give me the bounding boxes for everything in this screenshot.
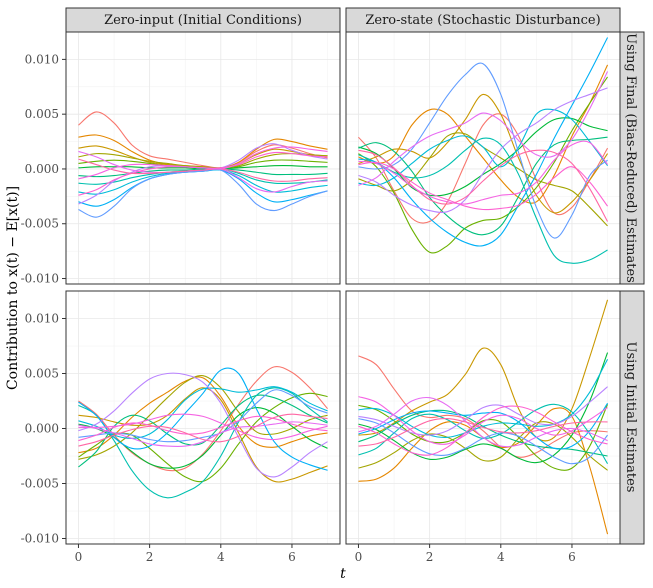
x-tick-label: 4 bbox=[497, 550, 505, 564]
panel-background bbox=[66, 291, 340, 544]
series-line-s16 bbox=[78, 413, 328, 441]
y-axis-ticks-bottom: -0.010 -0.005 0.000 0.005 0.010 bbox=[21, 312, 66, 546]
series-line-s7 bbox=[78, 394, 328, 468]
panel-final-zero-input bbox=[65, 31, 341, 285]
y-tick-label: -0.005 bbox=[21, 217, 59, 231]
series-line-s16 bbox=[78, 146, 328, 180]
strip-row-0-bg bbox=[619, 31, 645, 285]
series-line-s14 bbox=[358, 405, 608, 456]
series-line-s5 bbox=[358, 76, 609, 254]
series-line-s15 bbox=[358, 149, 609, 222]
x-tick-label: 2 bbox=[426, 550, 434, 564]
series-line-s4 bbox=[78, 152, 328, 169]
series-line-s11 bbox=[78, 168, 328, 218]
panel-border bbox=[65, 31, 341, 285]
y-axis-ticks-top: -0.010 -0.005 0.000 0.005 0.010 bbox=[21, 52, 66, 286]
series-line-s11 bbox=[358, 62, 608, 239]
x-tick-label: 0 bbox=[75, 550, 83, 564]
series-line-s9 bbox=[78, 386, 328, 439]
x-tick-label: 6 bbox=[288, 550, 296, 564]
panel-background bbox=[66, 32, 340, 284]
series-line-s15 bbox=[78, 413, 328, 447]
series-line-s10 bbox=[358, 402, 609, 450]
series-line-s3 bbox=[78, 387, 328, 483]
series-line-s16 bbox=[358, 140, 608, 205]
y-axis-title: Contribution to x(t) − E[x(t)] bbox=[5, 186, 21, 390]
series-line-s5 bbox=[358, 404, 609, 471]
x-tick-label: 4 bbox=[217, 550, 225, 564]
series-line-s12 bbox=[78, 372, 328, 478]
panel-border bbox=[65, 290, 341, 545]
y-tick-label: 0.000 bbox=[25, 162, 59, 176]
series-line-s7 bbox=[78, 168, 328, 178]
series-line-s6 bbox=[358, 352, 609, 464]
series-line-s11 bbox=[358, 418, 608, 465]
panel-border bbox=[345, 31, 621, 285]
series-line-s10 bbox=[78, 367, 328, 471]
series-line-s3 bbox=[358, 93, 609, 214]
series-line-s8 bbox=[78, 387, 328, 499]
x-tick-label: 2 bbox=[146, 550, 154, 564]
strip-col-0-bg bbox=[65, 7, 341, 33]
strip-row-0-label: Using Final (Bias-Reduced) Estimates bbox=[623, 33, 638, 283]
panel-initial-zero-state bbox=[345, 290, 621, 545]
y-tick-label: 0.010 bbox=[25, 52, 59, 66]
series-line-s2 bbox=[358, 64, 609, 204]
strip-col-1-bg bbox=[345, 7, 621, 33]
series-line-s15 bbox=[358, 418, 608, 447]
strip-col-1-label: Zero-state (Stochastic Disturbance) bbox=[365, 13, 600, 28]
x-tick-label: 0 bbox=[355, 550, 363, 564]
panel-initial-zero-input bbox=[65, 290, 341, 545]
strip-col-0-label: Zero-input (Initial Conditions) bbox=[104, 13, 302, 28]
y-tick-label: -0.005 bbox=[21, 477, 59, 491]
series-line-s10 bbox=[358, 37, 609, 247]
strip-row-1-bg bbox=[619, 290, 645, 545]
y-tick-label: -0.010 bbox=[21, 532, 59, 546]
series-line-s13 bbox=[358, 71, 609, 186]
y-tick-label: 0.005 bbox=[25, 367, 59, 381]
x-tick-label: 6 bbox=[568, 550, 576, 564]
series-line-s1 bbox=[358, 355, 608, 458]
series-line-s16 bbox=[358, 396, 608, 445]
y-tick-label: 0.005 bbox=[25, 107, 59, 121]
strip-row-1-label: Using Initial Estimates bbox=[623, 342, 638, 493]
y-tick-label: 0.010 bbox=[25, 312, 59, 326]
x-axis-ticks-right: 0 2 4 6 bbox=[355, 544, 576, 564]
y-tick-label: 0.000 bbox=[25, 422, 59, 436]
panel-border bbox=[345, 290, 621, 545]
series-line-s12 bbox=[358, 87, 608, 213]
series-line-s9 bbox=[358, 358, 609, 438]
series-line-s2 bbox=[78, 376, 328, 454]
series-line-s12 bbox=[358, 386, 608, 436]
y-tick-label: -0.010 bbox=[21, 272, 59, 286]
x-axis-ticks-left: 0 2 4 6 bbox=[75, 544, 296, 564]
x-axis-title: t bbox=[340, 566, 346, 582]
panel-final-zero-state bbox=[345, 31, 621, 285]
series-line-s4 bbox=[78, 375, 328, 460]
series-line-s15 bbox=[78, 158, 328, 182]
series-line-s1 bbox=[358, 113, 609, 224]
